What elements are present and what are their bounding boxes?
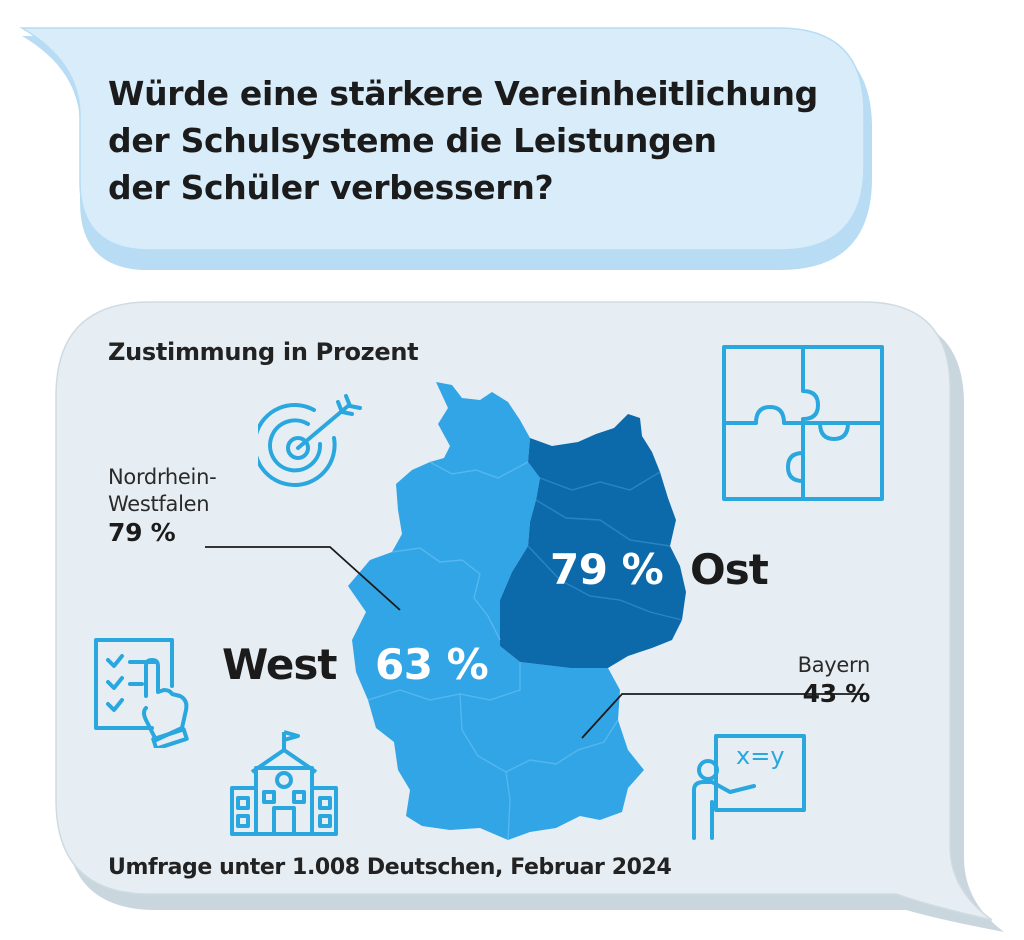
label-ost: Ost (690, 545, 769, 594)
school-building-icon (230, 730, 338, 836)
board-text: x=y (736, 742, 785, 770)
callout-nrw: Nordrhein- Westfalen 79 % (108, 464, 217, 547)
map-region-west (348, 382, 644, 840)
callout-nrw-value: 79 % (108, 518, 176, 547)
panel-footer: Umfrage unter 1.008 Deutschen, Februar 2… (108, 855, 672, 880)
callout-nrw-name-2: Westfalen (108, 492, 210, 516)
callout-bayern-name: Bayern (797, 653, 871, 677)
panel-subtitle: Zustimmung in Prozent (108, 338, 419, 366)
leader-line-bayern (581, 693, 868, 739)
question-line-1: Würde eine stärkere Vereinheitlichung (108, 74, 818, 113)
value-ost: 79 % (550, 545, 664, 594)
callout-nrw-name-1: Nordrhein- (108, 465, 217, 489)
target-icon (258, 394, 362, 487)
question-line-2: der Schulsysteme die Leistungen (108, 121, 717, 160)
teacher-board-icon: x=y (692, 734, 806, 840)
value-west: 63 % (375, 640, 489, 689)
question-line-3: der Schüler verbessern? (108, 168, 554, 207)
map-region-ost (500, 414, 686, 668)
map-state-borders (367, 461, 619, 841)
puzzle-icon (722, 345, 884, 501)
leader-line-nrw (205, 546, 401, 611)
label-west: West (222, 640, 337, 689)
map-ost-borders (527, 471, 683, 621)
question-bubble (19, 27, 872, 270)
checklist-icon (94, 638, 189, 748)
question-text: Würde eine stärkere Vereinheitlichung de… (108, 70, 828, 211)
